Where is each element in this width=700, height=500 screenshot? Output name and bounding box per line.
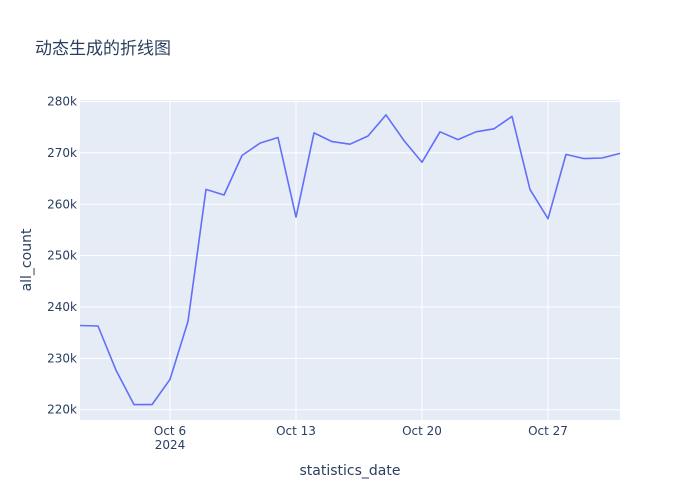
plot-background: [80, 100, 620, 420]
gridlines: [80, 100, 620, 420]
x-tick-label: Oct 27: [528, 424, 568, 438]
y-tick-label: 270k: [47, 146, 77, 160]
series-line: [79, 114, 621, 406]
x-tick-label: Oct 6: [154, 424, 186, 438]
chart-title: 动态生成的折线图: [35, 39, 171, 59]
x-tick-label: Oct 13: [276, 424, 316, 438]
y-axis-ticks: 220k 230k 240k 250k 260k 270k 280k: [47, 95, 77, 417]
y-tick-label: 230k: [47, 351, 77, 365]
x-tick-sublabel: 2024: [155, 438, 186, 452]
y-tick-label: 260k: [47, 197, 77, 211]
x-tick-label: Oct 20: [402, 424, 442, 438]
y-tick-label: 220k: [47, 403, 77, 417]
y-tick-label: 280k: [47, 95, 77, 109]
series-layer: [79, 114, 621, 406]
y-tick-label: 250k: [47, 249, 77, 263]
x-axis-title: statistics_date: [300, 463, 401, 479]
y-axis-title: all_count: [19, 228, 35, 291]
y-tick-label: 240k: [47, 300, 77, 314]
